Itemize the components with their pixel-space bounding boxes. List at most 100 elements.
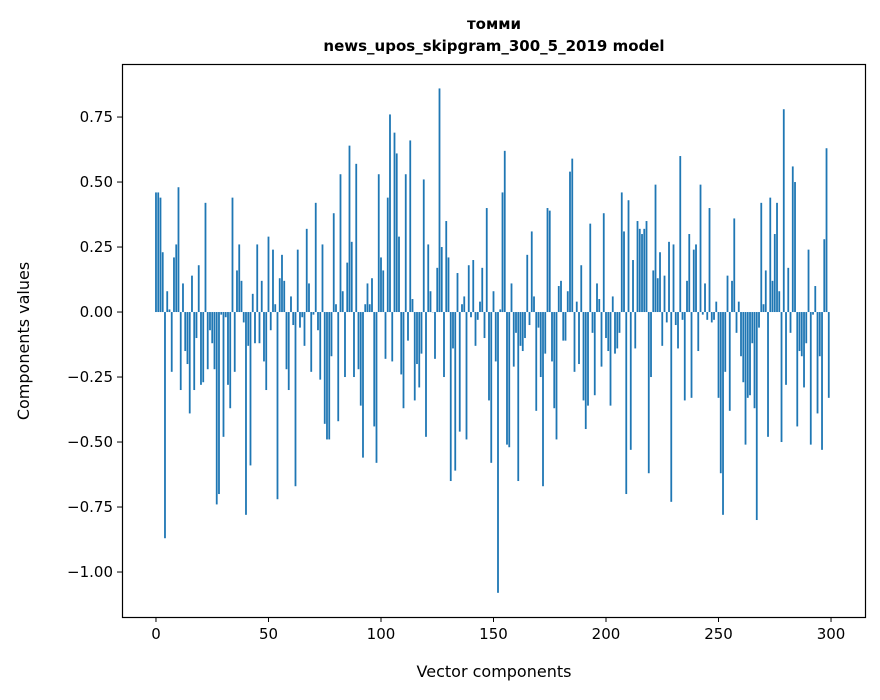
bar-260	[740, 312, 742, 356]
bar-262	[745, 312, 747, 445]
y-axis-label: Components values	[14, 262, 33, 420]
bar-161	[517, 312, 519, 481]
bar-85	[346, 263, 348, 312]
bar-3	[162, 252, 164, 312]
bar-92	[362, 312, 364, 458]
bar-129	[445, 221, 447, 312]
bar-154	[502, 192, 504, 312]
bar-28	[218, 312, 220, 494]
bar-297	[823, 239, 825, 312]
bar-169	[535, 312, 537, 411]
bar-166	[529, 312, 531, 325]
bar-157	[508, 312, 510, 447]
bar-132	[452, 312, 454, 348]
bar-48	[263, 312, 265, 361]
bar-272	[767, 312, 769, 437]
bar-87	[351, 242, 353, 312]
bar-18	[196, 312, 198, 338]
bar-277	[778, 291, 780, 312]
bar-269	[760, 203, 762, 312]
bar-27	[216, 312, 218, 504]
bar-149	[490, 312, 492, 463]
bar-251	[720, 312, 722, 473]
bar-35	[234, 312, 236, 372]
bar-168	[533, 296, 535, 312]
bar-181	[562, 312, 564, 341]
bar-23	[207, 312, 209, 369]
bar-271	[765, 270, 767, 312]
bar-84	[344, 312, 346, 377]
bar-126	[439, 88, 441, 312]
bar-133	[454, 312, 456, 471]
bar-65	[301, 312, 303, 317]
bar-273	[769, 198, 771, 312]
bar-290	[808, 250, 810, 312]
bar-294	[817, 312, 819, 413]
bar-201	[607, 312, 609, 351]
bar-5	[166, 291, 168, 312]
bar-42	[250, 312, 252, 465]
bar-270	[763, 304, 765, 312]
y-tick-label: 0.00	[80, 303, 113, 321]
bar-33	[229, 312, 231, 408]
bar-120	[425, 312, 427, 437]
bar-41	[247, 312, 249, 346]
bar-2	[160, 198, 162, 312]
bar-144	[479, 302, 481, 312]
bar-175	[549, 211, 551, 312]
bar-292	[812, 312, 814, 315]
bar-174	[547, 208, 549, 312]
bar-256	[731, 281, 733, 312]
bar-117	[418, 312, 420, 387]
bar-54	[277, 312, 279, 499]
bar-4	[164, 312, 166, 538]
bar-211	[630, 312, 632, 450]
bar-135	[459, 312, 461, 432]
bar-257	[733, 218, 735, 312]
bar-150	[493, 291, 495, 312]
bar-15	[189, 312, 191, 413]
bar-66	[304, 312, 306, 346]
bar-197	[598, 299, 600, 312]
bar-167	[531, 231, 533, 312]
bar-76	[326, 312, 328, 439]
bar-105	[391, 312, 393, 361]
bar-153	[499, 309, 501, 312]
bar-244	[704, 283, 706, 312]
y-tick-label: 0.75	[80, 108, 113, 126]
bar-267	[756, 312, 758, 520]
bar-242	[700, 185, 702, 312]
y-tick-label: −1.00	[67, 563, 113, 581]
bar-110	[403, 312, 405, 408]
bar-276	[776, 203, 778, 312]
bar-177	[553, 312, 555, 408]
bar-287	[801, 312, 803, 356]
bar-69	[310, 312, 312, 372]
bar-104	[389, 114, 391, 312]
bar-26	[214, 312, 216, 369]
bar-247	[711, 312, 713, 322]
bar-191	[585, 312, 587, 429]
bar-134	[457, 273, 459, 312]
bar-71	[315, 203, 317, 312]
bar-73	[319, 312, 321, 380]
bar-222	[655, 185, 657, 312]
bar-172	[542, 312, 544, 486]
bar-140	[470, 312, 472, 317]
x-tick-label: 100	[367, 625, 396, 643]
bar-82	[340, 174, 342, 312]
bar-24	[209, 312, 211, 330]
bar-226	[664, 276, 666, 312]
bar-12	[182, 283, 184, 312]
bar-25	[211, 312, 213, 343]
bar-125	[436, 268, 438, 312]
bar-231	[675, 312, 677, 325]
bar-79	[333, 213, 335, 312]
bar-188	[578, 312, 580, 364]
bar-143	[477, 312, 479, 320]
bar-6	[169, 309, 171, 312]
bar-139	[468, 265, 470, 312]
bar-178	[556, 312, 558, 439]
bar-163	[522, 312, 524, 351]
bar-111	[405, 174, 407, 312]
